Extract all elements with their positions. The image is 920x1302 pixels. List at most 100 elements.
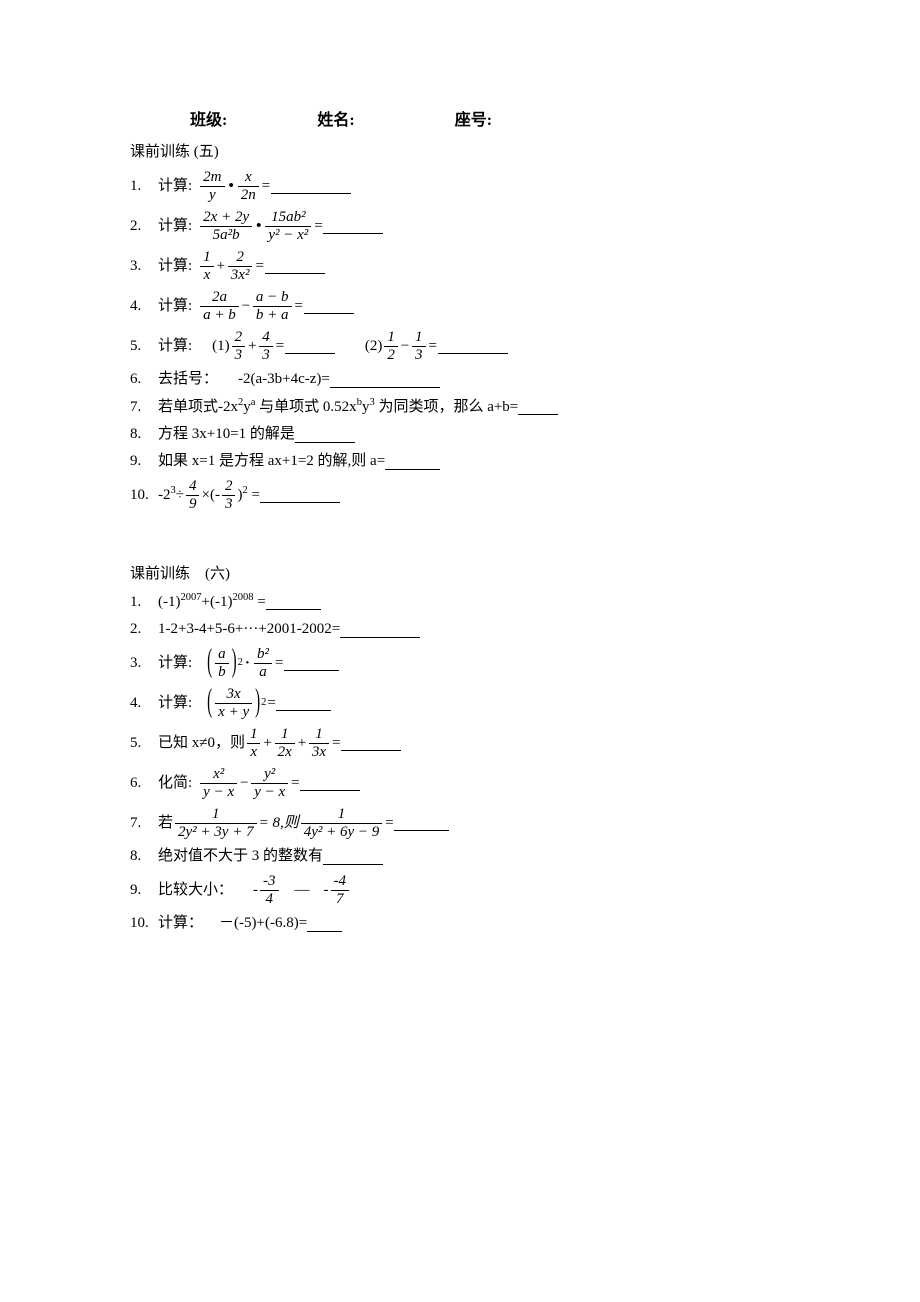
eq: = bbox=[294, 296, 304, 317]
eq: = bbox=[428, 336, 438, 357]
qnum: 8. bbox=[130, 424, 158, 445]
qnum: 2. bbox=[130, 619, 158, 640]
neg: - bbox=[324, 880, 329, 901]
s5-q4: 4. 计算: 2aa + b − a − bb + a = bbox=[130, 289, 790, 323]
minus: − bbox=[239, 773, 249, 794]
plus: + bbox=[247, 336, 257, 357]
answer-blank[interactable] bbox=[266, 594, 321, 610]
answer-blank[interactable] bbox=[304, 298, 354, 314]
s5-q2: 2. 计算: 2x + 2y5a²b • 15ab²y² − x² = bbox=[130, 209, 790, 243]
dot-icon: · bbox=[243, 653, 252, 674]
frac: 12 bbox=[384, 329, 398, 363]
qlabel: 计算: bbox=[158, 653, 192, 674]
answer-blank[interactable] bbox=[260, 487, 340, 503]
qnum: 5. bbox=[130, 733, 158, 754]
t: )2 = bbox=[237, 484, 259, 506]
plus: + bbox=[262, 733, 272, 754]
t: 比较大小： bbox=[158, 880, 233, 901]
qnum: 2. bbox=[130, 216, 158, 237]
answer-blank[interactable] bbox=[394, 815, 449, 831]
qlabel: 计算: bbox=[158, 693, 192, 714]
t: 若单项式-2x2ya 与单项式 0.52xby3 为同类项，那么 a+b= bbox=[158, 396, 518, 418]
frac: 49 bbox=[186, 478, 200, 512]
eq: = bbox=[384, 813, 394, 834]
qnum: 4. bbox=[130, 693, 158, 714]
s5-q7: 7. 若单项式-2x2ya 与单项式 0.52xby3 为同类项，那么 a+b= bbox=[130, 396, 790, 418]
qlabel: 计算: bbox=[158, 216, 192, 237]
qnum: 6. bbox=[130, 773, 158, 794]
answer-blank[interactable] bbox=[323, 849, 383, 865]
frac: 2my bbox=[200, 169, 224, 203]
answer-blank[interactable] bbox=[340, 622, 420, 638]
qnum: 7. bbox=[130, 397, 158, 418]
qnum: 9. bbox=[130, 451, 158, 472]
answer-blank[interactable] bbox=[284, 655, 339, 671]
text: 方程 3x+10=1 的解是 bbox=[158, 424, 295, 445]
frac: 23 bbox=[232, 329, 246, 363]
frac: 14y² + 6y − 9 bbox=[301, 806, 383, 840]
s6-q7: 7. 若 12y² + 3y + 7 = 8,则 14y² + 6y − 9 = bbox=[130, 806, 790, 840]
frac: 3xx + y bbox=[215, 686, 252, 720]
answer-blank[interactable] bbox=[300, 775, 360, 791]
s6-q9: 9. 比较大小： - -34 — - -47 bbox=[130, 873, 790, 907]
s6-q1: 1. (-1)2007+(-1)2008 = bbox=[130, 591, 790, 613]
answer-blank[interactable] bbox=[285, 338, 335, 354]
s5-q9: 9. 如果 x=1 是方程 ax+1=2 的解,则 a= bbox=[130, 451, 790, 472]
t: (-1)2007+(-1)2008 = bbox=[158, 591, 266, 613]
t: -23÷ bbox=[158, 484, 184, 506]
answer-blank[interactable] bbox=[323, 218, 383, 234]
text: 绝对值不大于 3 的整数有 bbox=[158, 846, 323, 867]
frac: 13 bbox=[412, 329, 426, 363]
eq: = bbox=[313, 216, 323, 237]
dot-icon: • bbox=[254, 216, 263, 237]
plus: + bbox=[216, 256, 226, 277]
text: 如果 x=1 是方程 ax+1=2 的解,则 a= bbox=[158, 451, 385, 472]
frac: a − bb + a bbox=[253, 289, 292, 323]
s6-q8: 8. 绝对值不大于 3 的整数有 bbox=[130, 846, 790, 867]
answer-blank[interactable] bbox=[438, 338, 508, 354]
answer-blank[interactable] bbox=[295, 427, 355, 443]
frac: y²y − x bbox=[251, 766, 288, 800]
frac: 23 bbox=[222, 478, 236, 512]
answer-blank[interactable] bbox=[341, 735, 401, 751]
text: 1-2+3-4+5-6+···+2001-2002= bbox=[158, 619, 340, 640]
rparen-icon: ) bbox=[255, 680, 260, 726]
section-5-title: 课前训练 (五) bbox=[130, 142, 790, 163]
header-row: 班级: 姓名: 座号: bbox=[130, 110, 790, 132]
section-6-title: 课前训练 (六) bbox=[130, 564, 790, 585]
answer-blank[interactable] bbox=[271, 178, 351, 194]
plus: + bbox=[297, 733, 307, 754]
s6-q3: 3. 计算: ( ab )2 · b²a = bbox=[130, 646, 790, 680]
t: = 8,则 bbox=[259, 813, 299, 834]
frac: 15ab²y² − x² bbox=[265, 209, 311, 243]
frac: 12y² + 3y + 7 bbox=[175, 806, 257, 840]
s5-q10: 10. -23÷ 49 ×(- 23 )2 = bbox=[130, 478, 790, 512]
qnum: 6. bbox=[130, 369, 158, 390]
qnum: 7. bbox=[130, 813, 158, 834]
answer-blank[interactable] bbox=[265, 258, 325, 274]
eq: = bbox=[254, 256, 264, 277]
answer-blank[interactable] bbox=[276, 695, 331, 711]
frac: 1x bbox=[247, 726, 261, 760]
t: ×(- bbox=[201, 485, 219, 506]
answer-blank[interactable] bbox=[385, 454, 440, 470]
answer-blank[interactable] bbox=[307, 916, 342, 932]
frac: ab bbox=[215, 646, 229, 680]
frac: x²y − x bbox=[200, 766, 237, 800]
minus: − bbox=[400, 336, 410, 357]
part1: (1) bbox=[212, 336, 230, 357]
frac: 2aa + b bbox=[200, 289, 239, 323]
t: 若 bbox=[158, 813, 173, 834]
t: 计算： bbox=[158, 913, 203, 934]
qnum: 1. bbox=[130, 176, 158, 197]
eq: = bbox=[275, 336, 285, 357]
s6-q2: 2. 1-2+3-4+5-6+···+2001-2002= bbox=[130, 619, 790, 640]
expr: －(-5)+(-6.8)= bbox=[219, 913, 307, 934]
qnum: 4. bbox=[130, 296, 158, 317]
eq: = bbox=[261, 176, 271, 197]
s6-q10: 10. 计算： －(-5)+(-6.8)= bbox=[130, 913, 790, 934]
frac: 2x + 2y5a²b bbox=[200, 209, 252, 243]
answer-blank[interactable] bbox=[330, 372, 440, 388]
s5-q6: 6. 去括号： -2(a-3b+4c-z)= bbox=[130, 369, 790, 390]
answer-blank[interactable] bbox=[518, 399, 558, 415]
